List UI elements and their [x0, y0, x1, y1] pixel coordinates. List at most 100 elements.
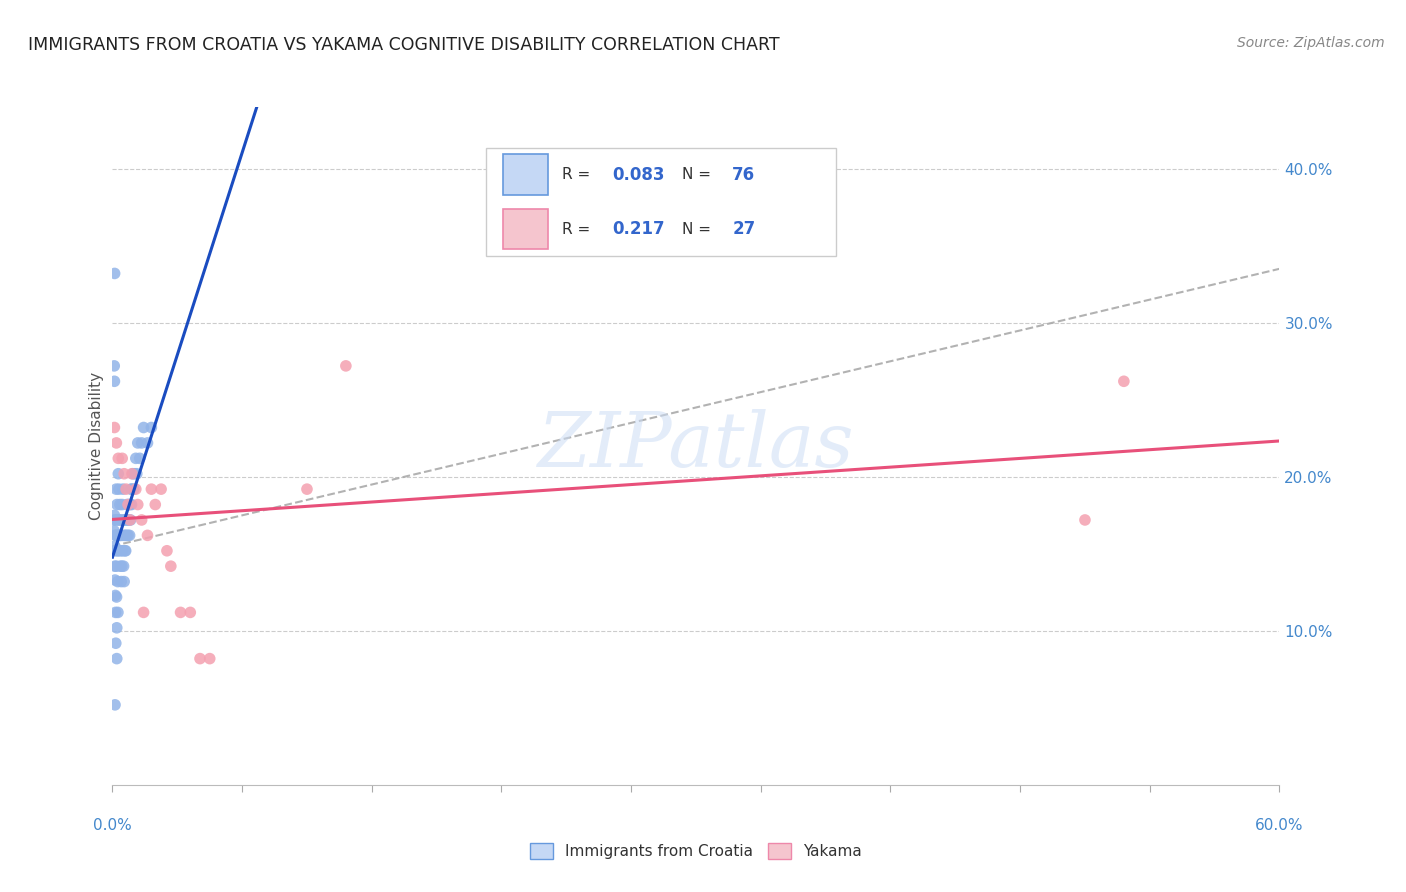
Point — [160, 559, 183, 574]
Point — [122, 482, 145, 496]
Point — [121, 482, 143, 496]
Point — [117, 498, 139, 512]
Point — [120, 513, 142, 527]
Text: N =: N = — [682, 168, 711, 182]
Point — [114, 513, 136, 527]
Point — [124, 467, 146, 481]
Point — [131, 513, 153, 527]
Point — [117, 528, 139, 542]
Point — [107, 451, 129, 466]
Text: 27: 27 — [733, 220, 755, 238]
Point — [108, 513, 131, 527]
Point — [103, 524, 125, 538]
Point — [111, 482, 134, 496]
Point — [115, 498, 138, 512]
Point — [112, 559, 135, 574]
Point — [112, 574, 135, 589]
Point — [105, 528, 128, 542]
Point — [111, 498, 134, 512]
Text: R =: R = — [562, 221, 591, 236]
Point — [143, 498, 166, 512]
Text: N =: N = — [682, 221, 711, 236]
Point — [141, 482, 163, 496]
Point — [115, 513, 138, 527]
Point — [128, 451, 150, 466]
FancyBboxPatch shape — [503, 209, 548, 250]
Point — [105, 528, 128, 542]
Text: 76: 76 — [733, 166, 755, 184]
Point — [132, 420, 155, 434]
Point — [110, 574, 132, 589]
Point — [104, 636, 127, 650]
Point — [104, 559, 127, 574]
Point — [112, 513, 135, 527]
Point — [104, 539, 127, 553]
Point — [114, 543, 136, 558]
Text: ZIPatlas: ZIPatlas — [537, 409, 855, 483]
Point — [104, 528, 127, 542]
Point — [125, 482, 148, 496]
Point — [103, 508, 125, 523]
Point — [104, 267, 127, 281]
Point — [131, 436, 153, 450]
Point — [103, 374, 125, 388]
Point — [105, 498, 128, 512]
Point — [111, 451, 134, 466]
Point — [112, 528, 135, 542]
Point — [118, 498, 141, 512]
Point — [118, 528, 141, 542]
Point — [122, 467, 145, 481]
Point — [1074, 513, 1097, 527]
Point — [103, 420, 125, 434]
Text: 60.0%: 60.0% — [1256, 818, 1303, 832]
Point — [107, 574, 129, 589]
FancyBboxPatch shape — [486, 148, 837, 256]
Point — [110, 543, 132, 558]
Point — [108, 528, 131, 542]
Point — [104, 513, 127, 527]
Point — [121, 467, 143, 481]
Point — [115, 482, 138, 496]
Point — [132, 606, 155, 620]
Point — [127, 436, 149, 450]
Point — [156, 543, 179, 558]
Point — [105, 651, 128, 665]
Point — [111, 528, 134, 542]
Point — [110, 559, 132, 574]
Text: 0.0%: 0.0% — [93, 818, 132, 832]
Point — [105, 482, 128, 496]
Point — [111, 543, 134, 558]
Point — [136, 436, 159, 450]
Point — [107, 467, 129, 481]
Point — [198, 651, 221, 665]
Point — [121, 498, 143, 512]
Point — [108, 528, 131, 542]
Point — [112, 467, 135, 481]
Point — [125, 467, 148, 481]
Text: IMMIGRANTS FROM CROATIA VS YAKAMA COGNITIVE DISABILITY CORRELATION CHART: IMMIGRANTS FROM CROATIA VS YAKAMA COGNIT… — [28, 36, 780, 54]
Point — [1112, 374, 1135, 388]
Point — [127, 498, 149, 512]
Point — [108, 498, 131, 512]
Point — [169, 606, 191, 620]
Point — [120, 482, 142, 496]
Point — [295, 482, 318, 496]
Point — [107, 543, 129, 558]
Point — [104, 573, 127, 587]
Point — [107, 513, 129, 527]
Point — [179, 606, 201, 620]
Point — [118, 513, 141, 527]
Text: 0.217: 0.217 — [612, 220, 665, 238]
Point — [110, 513, 132, 527]
Point — [111, 559, 134, 574]
Point — [105, 590, 128, 604]
Legend: Immigrants from Croatia, Yakama: Immigrants from Croatia, Yakama — [523, 838, 869, 865]
FancyBboxPatch shape — [503, 154, 548, 195]
Point — [105, 621, 128, 635]
Point — [335, 359, 357, 373]
Point — [117, 513, 139, 527]
Y-axis label: Cognitive Disability: Cognitive Disability — [89, 372, 104, 520]
Point — [104, 698, 127, 712]
Point — [107, 606, 129, 620]
Point — [117, 498, 139, 512]
